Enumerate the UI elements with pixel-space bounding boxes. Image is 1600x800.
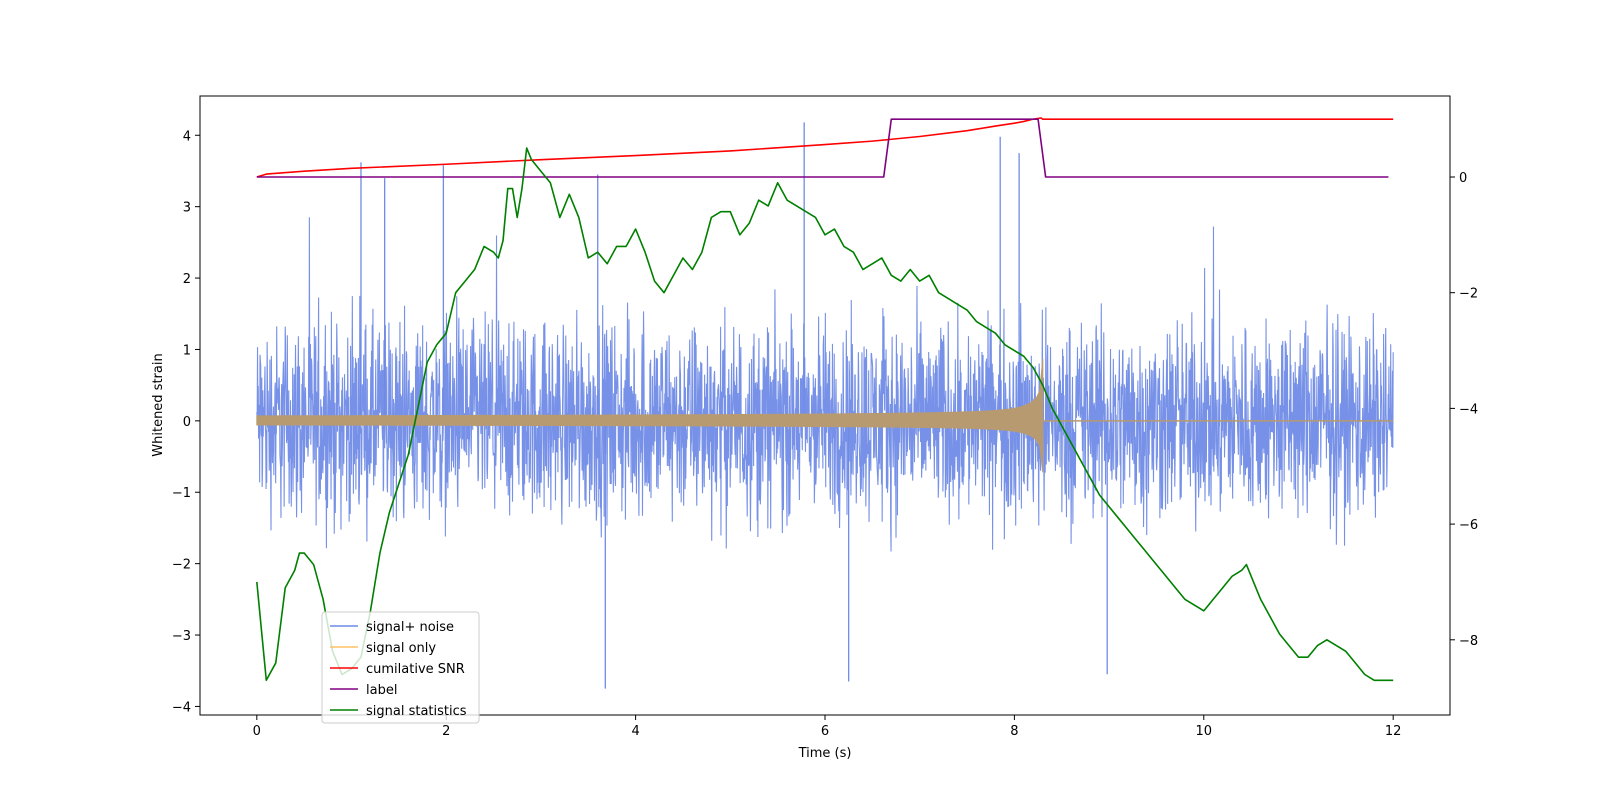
x-tick-label: 12 bbox=[1385, 724, 1402, 739]
y-right-tick-label: −6 bbox=[1459, 518, 1478, 533]
y-right-tick-label: 0 bbox=[1459, 171, 1467, 186]
y-left-tick-label: 0 bbox=[183, 415, 191, 430]
legend-label: signal+ noise bbox=[366, 620, 454, 635]
x-axis-label: Time (s) bbox=[798, 746, 852, 761]
plot-area bbox=[256, 117, 1394, 689]
y-left-tick-label: −3 bbox=[172, 629, 191, 644]
y-axis-label: Whitened strain bbox=[151, 353, 166, 456]
y-right-tick-label: −8 bbox=[1459, 634, 1478, 649]
x-tick-label: 8 bbox=[1010, 724, 1018, 739]
series-label bbox=[256, 118, 1389, 178]
legend: signal+ noise signal only cumilative SNR la… bbox=[321, 611, 480, 724]
legend-label: signal statistics bbox=[366, 704, 467, 719]
legend-box bbox=[321, 611, 480, 724]
x-tick-label: 4 bbox=[631, 724, 639, 739]
y-left-tick-label: 4 bbox=[183, 129, 191, 144]
legend-label: label bbox=[366, 683, 397, 698]
noise-trace bbox=[256, 217, 1394, 552]
series-signal-statistics bbox=[256, 147, 1394, 682]
signal-statisticsline bbox=[256, 147, 1394, 682]
x-tick-label: 0 bbox=[253, 724, 261, 739]
y-left-tick-label: 2 bbox=[183, 272, 191, 287]
labelline bbox=[256, 118, 1389, 178]
y-left-tick-label: −2 bbox=[172, 558, 191, 573]
y-axis-left: −4 −3 −2 −1 0 1 2 3 4 bbox=[172, 129, 200, 715]
y-right-tick-label: −4 bbox=[1459, 402, 1478, 417]
x-tick-label: 2 bbox=[442, 724, 450, 739]
signal-envelope bbox=[256, 358, 1044, 473]
series-signal-only bbox=[256, 358, 1394, 473]
x-tick-label: 10 bbox=[1196, 724, 1213, 739]
y-left-tick-label: 3 bbox=[183, 201, 191, 216]
x-tick-label: 6 bbox=[821, 724, 829, 739]
y-left-tick-label: −4 bbox=[172, 700, 191, 715]
legend-label: cumilative SNR bbox=[366, 662, 465, 677]
y-right-tick-label: −2 bbox=[1459, 287, 1478, 302]
legend-label: signal only bbox=[366, 641, 436, 656]
y-left-tick-label: −1 bbox=[172, 486, 191, 501]
series-signal-noise bbox=[256, 122, 1394, 689]
y-axis-right: −8 −6 −4 −2 0 bbox=[1450, 171, 1478, 649]
y-left-tick-label: 1 bbox=[183, 343, 191, 358]
